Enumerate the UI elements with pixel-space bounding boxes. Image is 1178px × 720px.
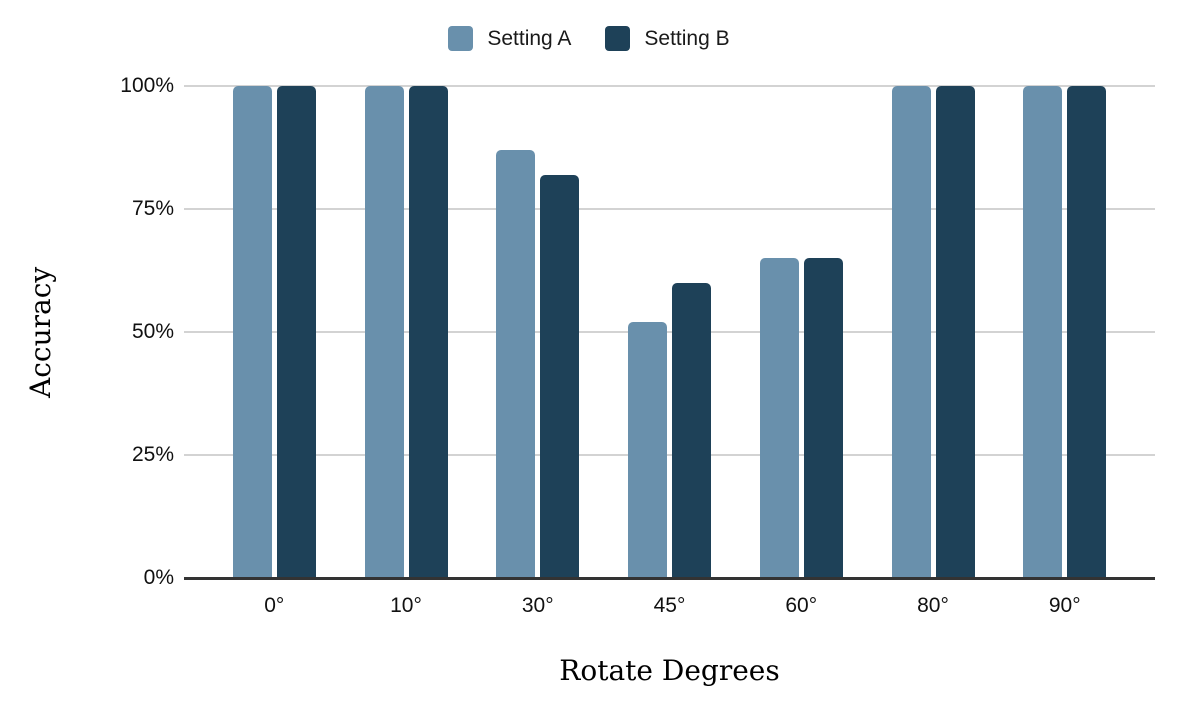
legend-swatch-setting-b (605, 26, 631, 51)
gridline-100% (184, 85, 1155, 87)
bar-setting-a-45°[interactable] (628, 322, 667, 578)
bar-group-30°: 30° (496, 86, 580, 617)
bar-setting-a-80°[interactable] (891, 86, 931, 578)
bar-setting-b-0°[interactable] (276, 86, 316, 578)
legend-item-setting-b[interactable]: Setting B (605, 26, 730, 51)
bar-setting-a-30°[interactable] (496, 149, 536, 578)
plot-area: 0° 10° 30° 45° 60° 80° 90° (184, 85, 1155, 617)
legend-label-setting-b: Setting B (644, 26, 730, 50)
x-axis-tick-label: 60° (785, 594, 818, 617)
bar-group-0°: 0° (232, 86, 316, 617)
y-axis-tick-labels: 0% 25% 50% 75% 100% (88, 74, 174, 589)
bar-setting-b-30°[interactable] (540, 174, 580, 578)
y-axis-tick-label: 50% (131, 320, 174, 343)
bar-setting-b-80°[interactable] (935, 86, 975, 578)
bar-group-10°: 10° (364, 86, 448, 617)
y-axis-tick-label: 75% (131, 197, 174, 220)
x-axis-tick-label: 80° (917, 594, 949, 617)
x-axis-title: Rotate Degrees (559, 654, 780, 687)
legend-label-setting-a: Setting A (487, 26, 572, 50)
bar-setting-b-10°[interactable] (408, 86, 448, 578)
x-axis-tick-label: 90° (1048, 594, 1081, 617)
y-axis-title: Accuracy (24, 266, 57, 398)
x-axis-tick-label: 0° (264, 594, 285, 617)
bar-setting-a-0°[interactable] (232, 86, 272, 578)
x-axis-tick-label: 10° (390, 594, 422, 617)
bar-setting-b-60°[interactable] (803, 258, 843, 578)
bar-setting-a-10°[interactable] (364, 86, 404, 578)
legend-item-setting-a[interactable]: Setting A (448, 26, 571, 51)
legend-swatch-setting-a (448, 26, 474, 51)
gridline-75% (184, 208, 1155, 210)
chart-legend: Setting A Setting B (0, 26, 1178, 51)
x-axis-tick-label: 30° (521, 594, 554, 617)
y-axis-tick-label: 25% (131, 443, 174, 466)
bar-setting-b-90°[interactable] (1067, 86, 1107, 578)
bar-setting-b-45°[interactable] (672, 282, 711, 578)
x-axis-line (184, 577, 1155, 580)
y-axis-tick-label: 100% (120, 74, 174, 97)
bar-group-80°: 80° (891, 86, 975, 617)
bar-setting-a-90°[interactable] (1023, 86, 1063, 578)
y-axis-tick-label: 0% (143, 566, 174, 589)
gridline-25% (184, 454, 1155, 456)
bar-setting-a-60°[interactable] (759, 258, 799, 578)
bar-group-60°: 60° (759, 86, 843, 617)
bars-layer: 0° 10° 30° 45° 60° 80° 90° (184, 86, 1155, 617)
bar-group-45°: 45° (628, 86, 711, 617)
gridline-50% (184, 331, 1155, 333)
x-axis-tick-label: 45° (653, 594, 686, 617)
bar-group-90°: 90° (1023, 86, 1107, 617)
